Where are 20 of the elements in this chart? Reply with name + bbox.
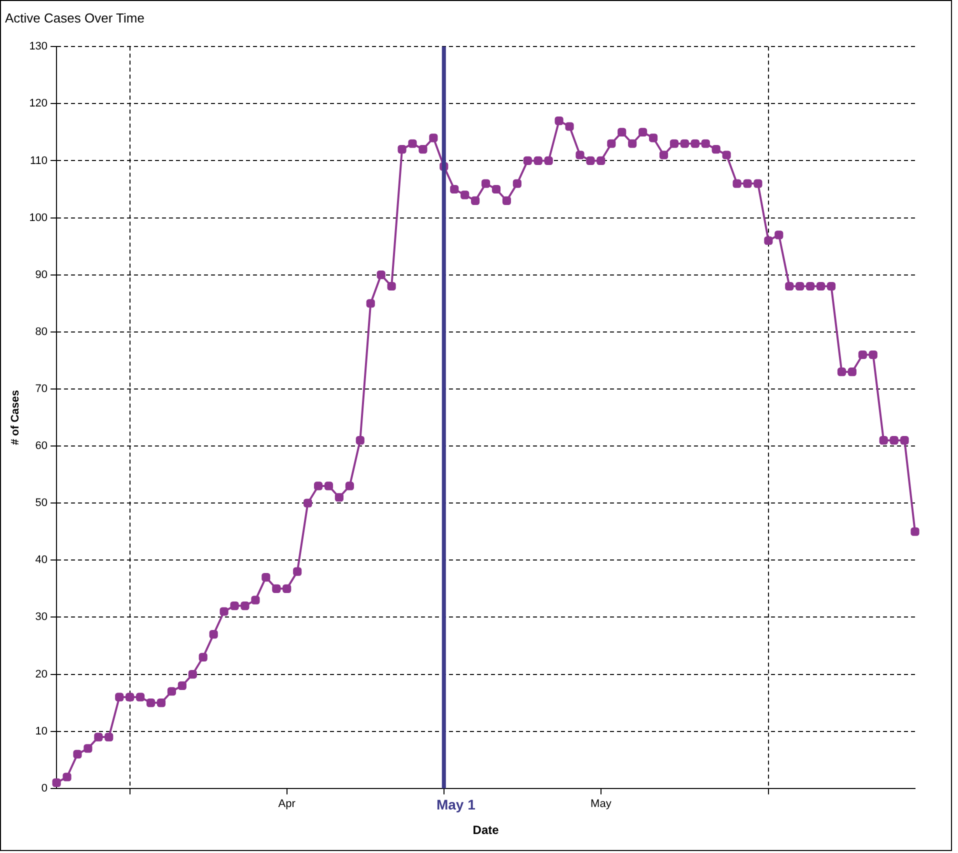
- ref-line-label: May 1: [436, 796, 476, 812]
- y-tick-label: 60: [35, 440, 48, 452]
- y-tick-label: 100: [29, 212, 48, 224]
- y-tick-label: 10: [35, 725, 48, 738]
- y-tick-label: 50: [35, 497, 48, 510]
- x-tick-label: Apr: [278, 798, 296, 810]
- y-tick-label: 40: [35, 554, 48, 566]
- x-axis-title: Date: [472, 823, 500, 838]
- y-axis-title: # of Cases: [10, 390, 22, 446]
- y-tick-label: 120: [29, 98, 48, 110]
- y-tick-label: 80: [35, 326, 48, 338]
- y-tick-label: 30: [35, 611, 48, 624]
- x-tick-label: May: [590, 798, 612, 810]
- y-tick-label: 130: [29, 40, 48, 53]
- y-tick-label: 90: [35, 268, 48, 281]
- y-tick-label: 0: [41, 782, 48, 794]
- y-tick-label: 70: [35, 383, 48, 395]
- y-tick-label: 110: [30, 154, 48, 167]
- chart-title: Active Cases Over Time: [5, 10, 144, 26]
- y-tick-label: 20: [35, 668, 48, 680]
